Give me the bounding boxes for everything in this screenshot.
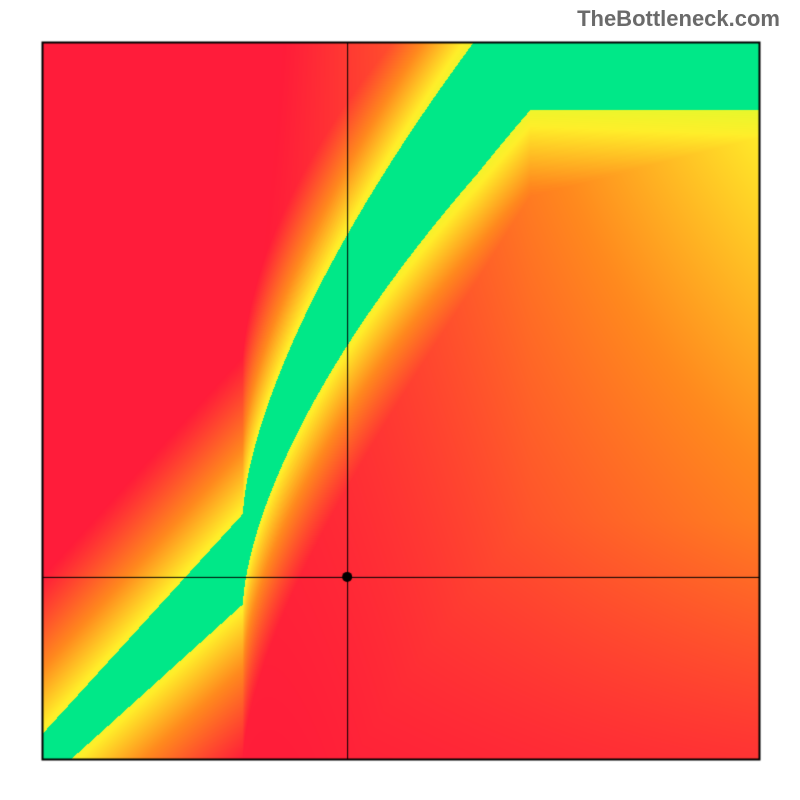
chart-container: TheBottleneck.com — [0, 0, 800, 800]
watermark-text: TheBottleneck.com — [577, 6, 780, 32]
bottleneck-heatmap-canvas — [0, 0, 800, 800]
